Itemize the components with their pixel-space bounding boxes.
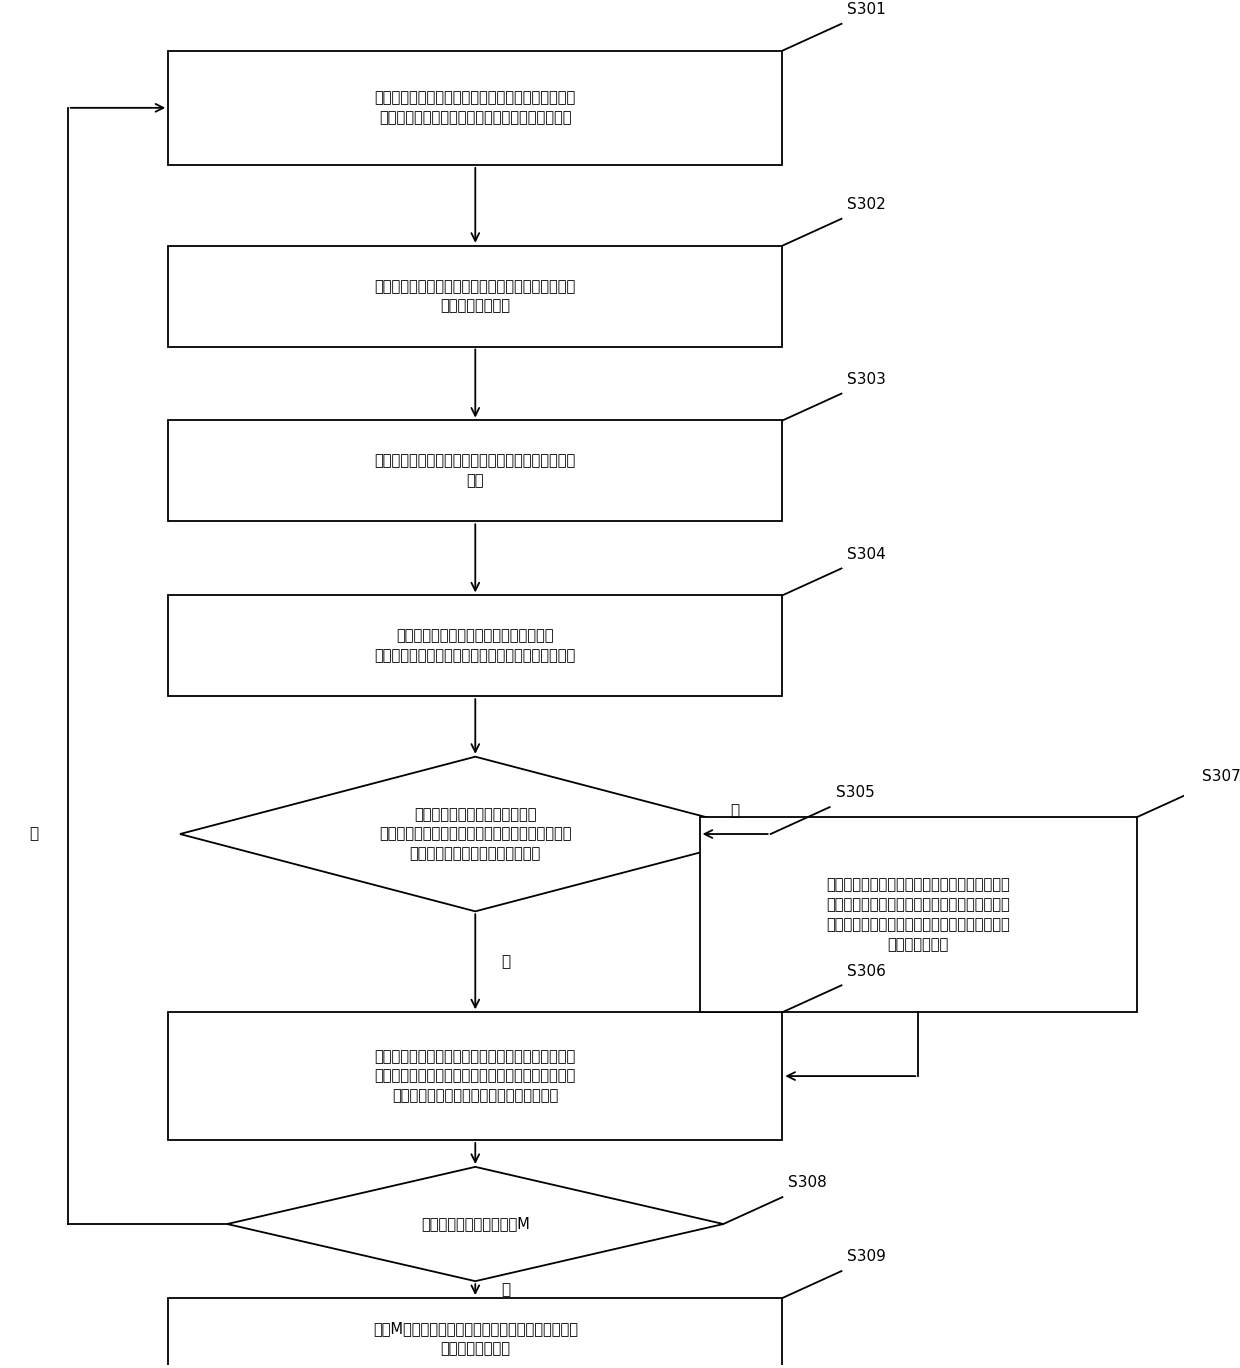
Text: S301: S301 bbox=[847, 1, 887, 16]
Polygon shape bbox=[180, 757, 770, 911]
Text: 根据获取到的当前采样时刻的运动状态参数，确定运
动状态参数的类型: 根据获取到的当前采样时刻的运动状态参数，确定运 动状态参数的类型 bbox=[374, 279, 575, 313]
Bar bbox=[169, 1298, 782, 1368]
Text: 否: 否 bbox=[29, 826, 38, 841]
Text: 判断当前采样时刻获取到的点云
信息对应的角点特征信息与当前采样时刻之前对应
的全部角点特征信息之间是否关联: 判断当前采样时刻获取到的点云 信息对应的角点特征信息与当前采样时刻之前对应 的全… bbox=[379, 807, 572, 862]
Text: 根据M个第一参数在三个分量的平均值，确定传感器
在机器人中的位姿: 根据M个第一参数在三个分量的平均值，确定传感器 在机器人中的位姿 bbox=[373, 1321, 578, 1356]
Text: S305: S305 bbox=[836, 785, 874, 800]
Text: 根据确定出的运动状态参数的类型，确定对应的预测
模型: 根据确定出的运动状态参数的类型，确定对应的预测 模型 bbox=[374, 454, 575, 488]
Text: S307: S307 bbox=[1202, 769, 1240, 784]
Text: 机器人按照预设的运动轨迹进行运动，在到达采样时
刻时，获取对应的运动状态参数和对应的点云信息: 机器人按照预设的运动轨迹进行运动，在到达采样时 刻时，获取对应的运动状态参数和对… bbox=[374, 90, 575, 126]
Text: S303: S303 bbox=[847, 372, 887, 387]
Text: 根据确定出的预测模型和上一个采样时刻
对应的参数，确定当前采样时刻对应的第二中间参数: 根据确定出的预测模型和上一个采样时刻 对应的参数，确定当前采样时刻对应的第二中间… bbox=[374, 628, 575, 663]
Text: 是: 是 bbox=[501, 955, 511, 970]
Bar bbox=[169, 420, 782, 521]
Bar bbox=[169, 51, 782, 166]
Text: 根据当前采样时刻对应的参考坐标的值，对当前
采样时刻对应的第二中间参数进行修正，得到当
前采样时刻对应的第二参数，以及当前采样时刻
对应的第一参数: 根据当前采样时刻对应的参考坐标的值，对当前 采样时刻对应的第二中间参数进行修正，… bbox=[826, 877, 1011, 952]
Text: 采用预设的卡尔曼滤波算法，对当前采样时刻对应的
第二中间参数进行修正，得到当前采样时刻对应的第
二参数，以及当前采样时刻对应的第一参数: 采用预设的卡尔曼滤波算法，对当前采样时刻对应的 第二中间参数进行修正，得到当前采… bbox=[374, 1049, 575, 1104]
Text: 否: 否 bbox=[730, 803, 740, 818]
Bar bbox=[699, 817, 1137, 1012]
Bar bbox=[169, 595, 782, 696]
Text: 判断计数器的数值是否为M: 判断计数器的数值是否为M bbox=[420, 1216, 529, 1231]
Polygon shape bbox=[227, 1167, 723, 1282]
Text: S309: S309 bbox=[847, 1249, 887, 1264]
Text: S302: S302 bbox=[847, 197, 887, 212]
Bar bbox=[169, 246, 782, 346]
Bar bbox=[169, 1012, 782, 1140]
Text: S308: S308 bbox=[789, 1175, 827, 1190]
Text: S304: S304 bbox=[847, 547, 887, 562]
Text: S306: S306 bbox=[847, 963, 887, 978]
Text: 是: 是 bbox=[501, 1282, 511, 1297]
